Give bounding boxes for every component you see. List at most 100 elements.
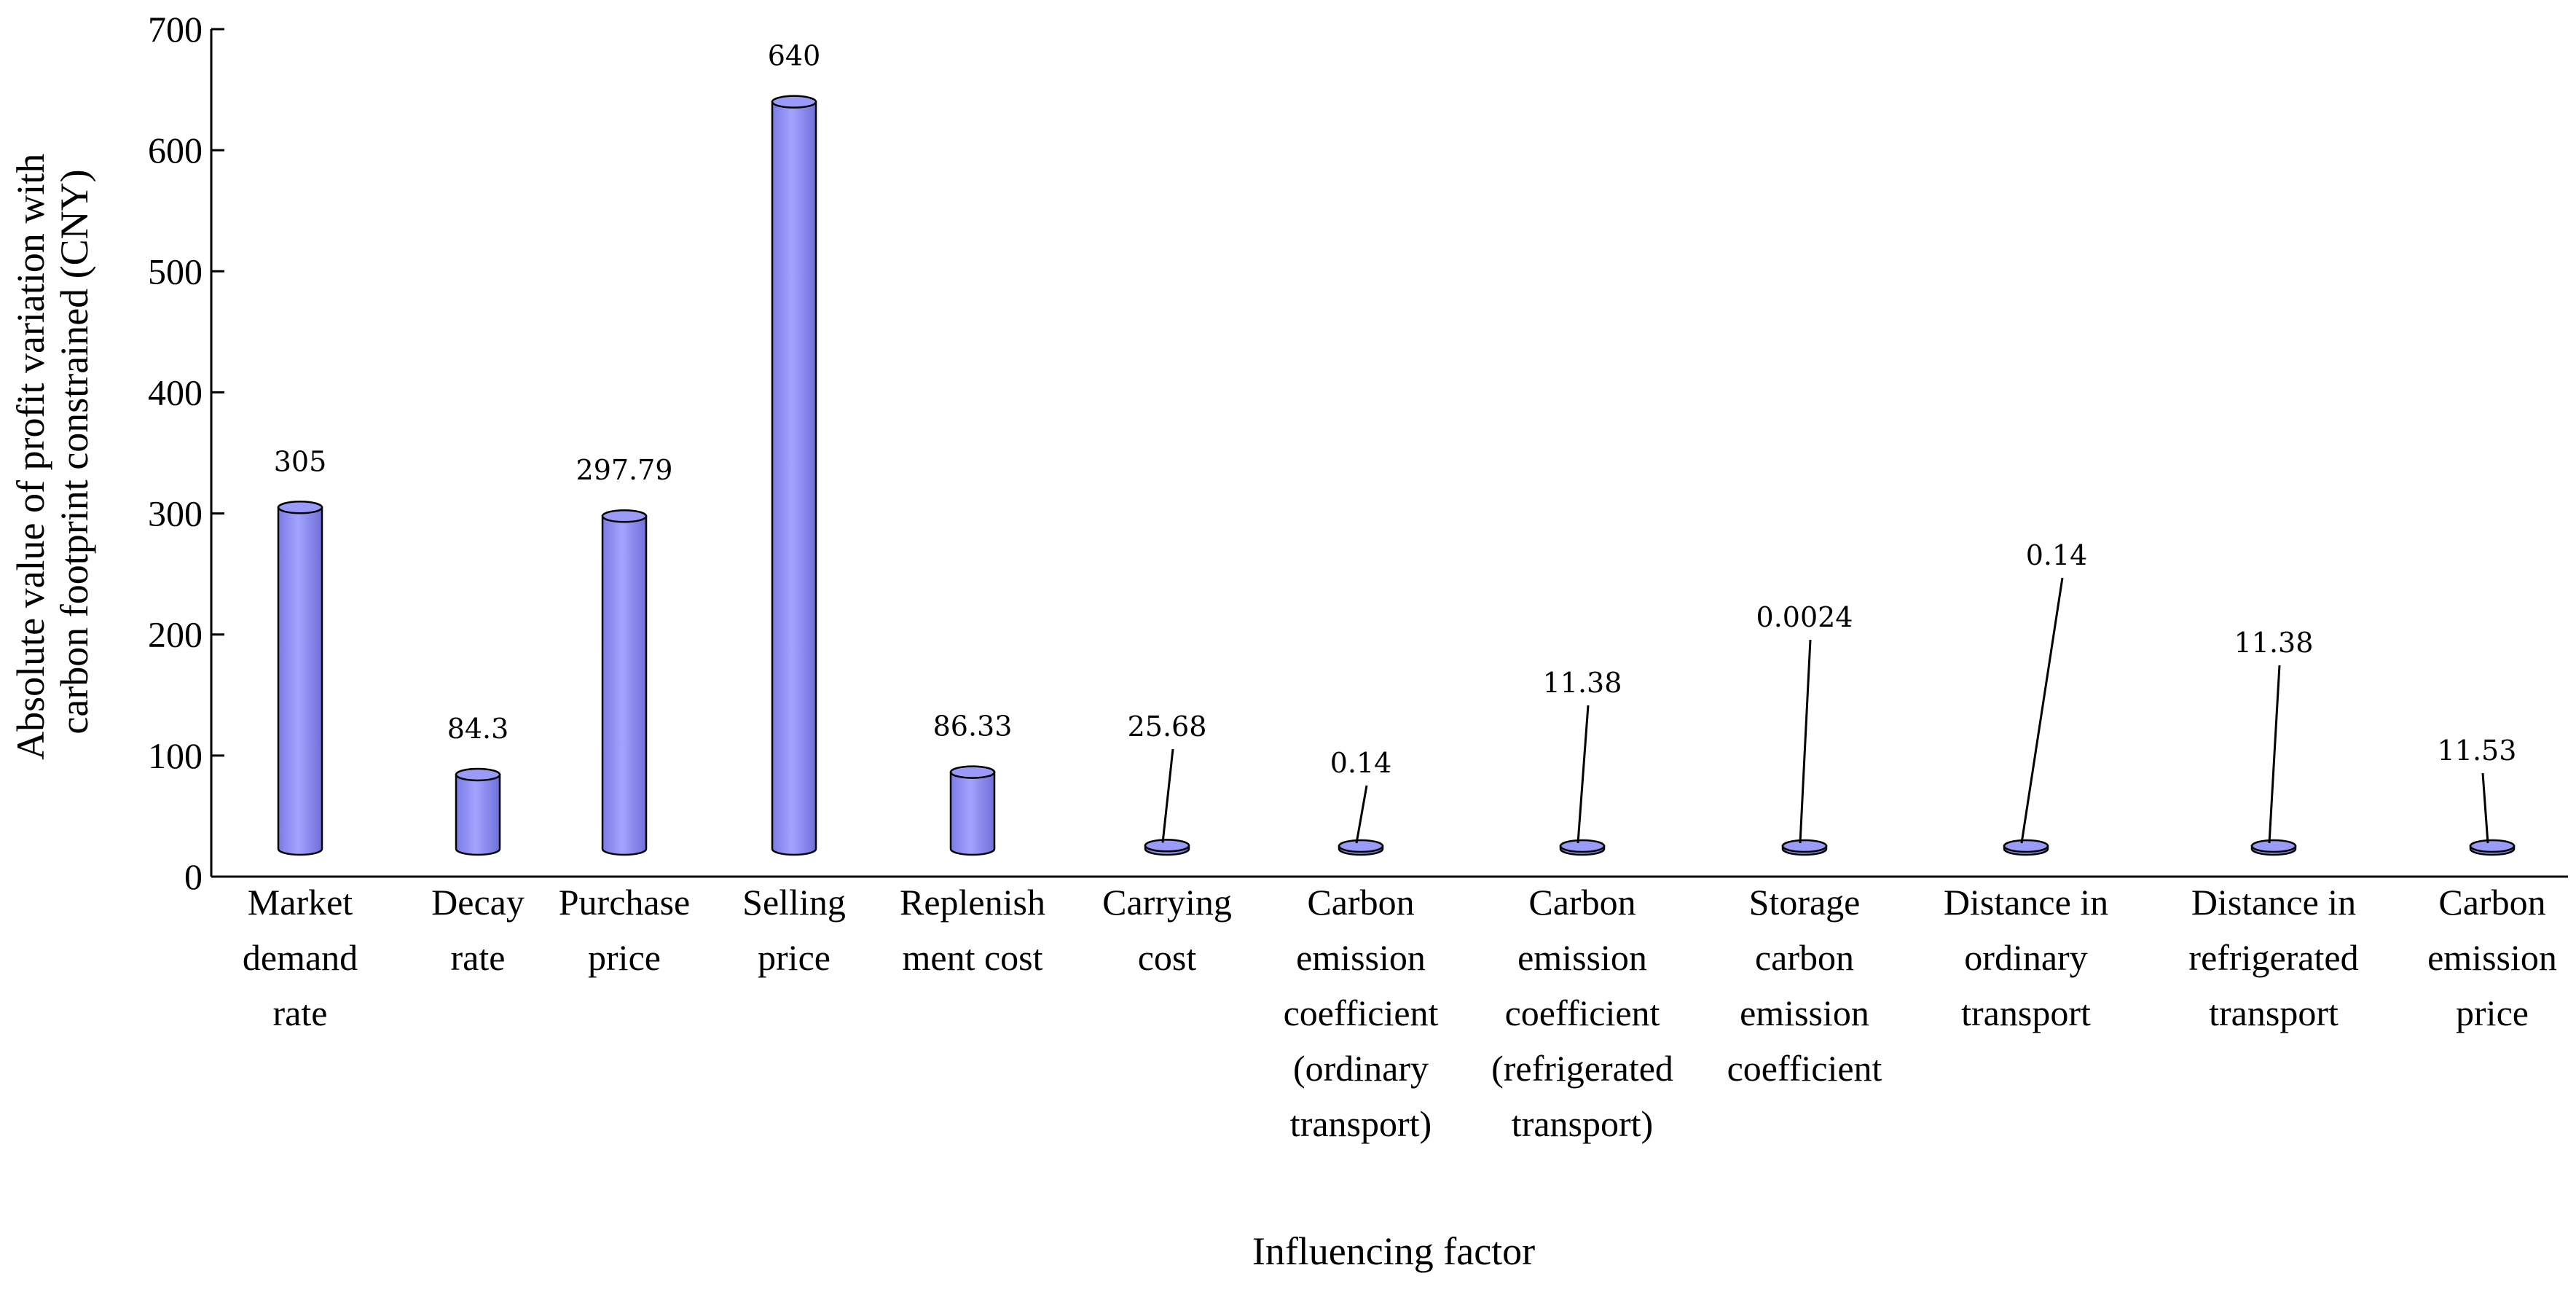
category-label-line: price [2456, 993, 2529, 1033]
category-label-line: rate [273, 993, 328, 1033]
data-label-leader [1799, 639, 1812, 844]
category-label-line: Replenish [900, 882, 1045, 923]
bar [1144, 839, 1190, 856]
y-tick-label: 600 [148, 130, 203, 171]
category-label-line: emission [2427, 937, 2557, 978]
category-label: Replenish ment cost [900, 882, 1045, 978]
bar-top [455, 767, 501, 782]
category-label-line: (ordinary [1293, 1048, 1429, 1089]
category-label: Selling price [742, 882, 846, 978]
bar-top [2469, 839, 2516, 853]
data-label-leader [2020, 577, 2064, 844]
bar [2469, 839, 2516, 856]
category-label: Market demand rate [243, 882, 358, 1033]
category-label-line: Carbon [1307, 882, 1414, 923]
category-label: Carbon emission coefficient (ordinary transp… [1284, 882, 1439, 1144]
x-axis-title: Influencing factor [1252, 1229, 1535, 1273]
category-label-line: transport [2209, 993, 2339, 1033]
data-label: 0.0024 [1756, 601, 1853, 633]
category-label-line: cost [1138, 937, 1197, 978]
bar-top [1338, 839, 1384, 853]
data-label: 640 [768, 40, 821, 72]
y-axis-title-line-2: carbon footprint constrained (CNY) [52, 169, 96, 734]
data-label: 11.53 [2438, 735, 2517, 767]
category-label: Distance in refrigerated transport [2188, 882, 2358, 1033]
category-label-line: coefficient [1727, 1048, 1882, 1089]
y-axis: 0 100 200 300 400 500 600 700 [148, 9, 224, 897]
category-label-line: Carrying [1102, 882, 1232, 923]
category-label-line: Selling [742, 882, 846, 923]
y-axis-title-line-1: Absolute value of profit variation with [9, 154, 52, 760]
bar [1781, 839, 1828, 856]
data-label: 297.79 [576, 454, 673, 486]
category-label-line: refrigerated [2188, 937, 2358, 978]
bar-top [277, 501, 323, 514]
bar-body [771, 101, 817, 856]
data-label-leader [1161, 748, 1174, 843]
y-tick-label: 0 [184, 856, 203, 897]
category-label-line: ordinary [1964, 937, 2087, 978]
bar-top [2003, 839, 2049, 853]
data-label: 305 [274, 445, 327, 477]
y-tick-label: 300 [148, 493, 203, 534]
bar [771, 95, 817, 856]
category-label-line: rate [451, 937, 506, 978]
category-label-line: emission [1296, 937, 1426, 978]
category-label-line: transport) [1512, 1103, 1653, 1144]
category-label-line: Market [248, 882, 353, 923]
bar [2250, 839, 2297, 856]
bar-top [771, 95, 817, 109]
category-label-line: emission [1740, 993, 1869, 1033]
bar-body [949, 771, 996, 856]
data-label-leader [1355, 785, 1368, 844]
category-label-line: demand [243, 937, 358, 978]
y-axis-title: Absolute value of profit variation with … [9, 144, 96, 760]
category-label-line: Decay [431, 882, 525, 923]
category-label-line: transport) [1290, 1103, 1432, 1144]
category-label-line: Distance in [1944, 882, 2108, 923]
category-label-line: price [588, 937, 661, 978]
y-tick-label: 700 [148, 9, 203, 50]
category-label-line: price [758, 937, 830, 978]
bar-top [949, 765, 996, 779]
category-label: Purchase price [559, 882, 691, 978]
bars [277, 95, 2516, 856]
category-label: Carbon emission price [2427, 882, 2557, 1033]
y-tick-label: 100 [148, 735, 203, 776]
bar [277, 501, 323, 856]
bar-top [1559, 839, 1606, 853]
y-tick-label: 400 [148, 372, 203, 412]
bar-top [1144, 839, 1190, 853]
category-label: Carrying cost [1102, 882, 1232, 978]
category-label-line: carbon [1755, 937, 1854, 978]
data-labels: 305 84.3 297.79 640 86.33 25.68 0.14 11.38 0.002… [274, 40, 2517, 844]
category-label-line: Carbon [2438, 882, 2545, 923]
category-label-line: Storage [1749, 882, 1861, 923]
category-label-line: Purchase [559, 882, 691, 923]
category-label: Decay rate [431, 882, 525, 978]
category-label-line: Carbon [1528, 882, 1635, 923]
bar [1338, 839, 1384, 856]
bar-body [601, 514, 648, 856]
category-label-line: transport [1961, 993, 2091, 1033]
category-label: Distance in ordinary transport [1944, 882, 2108, 1033]
data-label: 25.68 [1128, 710, 1207, 743]
category-label-line: coefficient [1505, 993, 1660, 1033]
data-label-leader [1576, 705, 1590, 844]
category-label-line: ment cost [902, 937, 1042, 978]
data-label: 0.14 [1330, 747, 1392, 779]
y-tick-label: 500 [148, 251, 203, 291]
category-label-line: (refrigerated [1491, 1048, 1673, 1089]
data-label: 11.38 [2234, 627, 2314, 659]
data-label: 86.33 [933, 710, 1013, 743]
bar-body [455, 773, 501, 856]
bar-body [277, 506, 323, 856]
bar-top [1781, 839, 1828, 853]
category-label: Carbon emission coefficient (refrigerated tr… [1491, 882, 1673, 1144]
category-label: Storage carbon emission coefficient [1727, 882, 1882, 1089]
bar [601, 509, 648, 856]
category-label-line: Distance in [2191, 882, 2356, 923]
bar-top [2250, 839, 2297, 853]
bar [455, 767, 501, 856]
